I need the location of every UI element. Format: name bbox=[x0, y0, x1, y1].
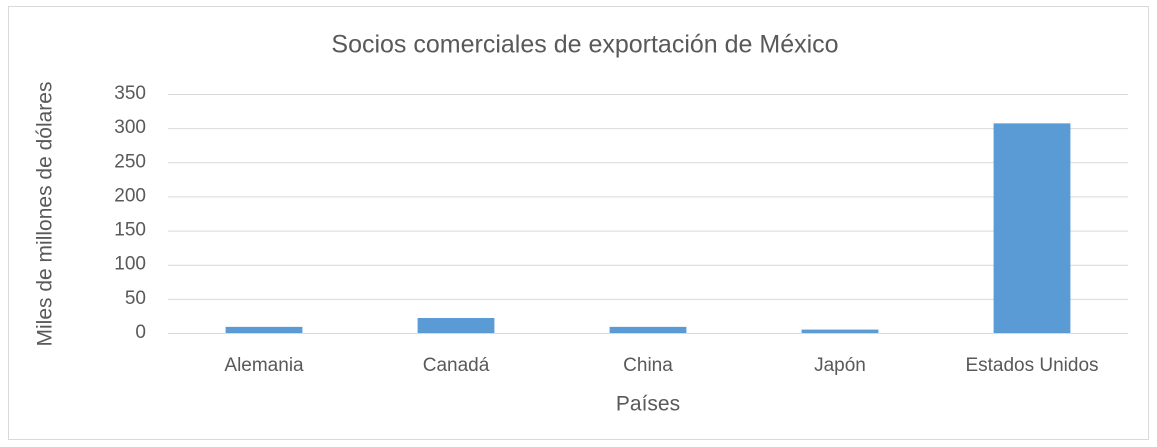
y-tick-label: 150 bbox=[114, 220, 146, 241]
bar bbox=[801, 329, 879, 333]
chart-border bbox=[8, 6, 1149, 440]
x-tick-label: China bbox=[623, 355, 673, 376]
y-tick-label: 300 bbox=[114, 117, 146, 138]
x-tick-label: Japón bbox=[814, 355, 866, 376]
x-axis-label: Países bbox=[616, 393, 680, 416]
x-tick-label: Canadá bbox=[423, 355, 490, 376]
x-tick-label: Estados Unidos bbox=[965, 355, 1098, 376]
y-tick-label: 0 bbox=[135, 322, 146, 343]
y-tick-label: 50 bbox=[125, 288, 146, 309]
y-tick-label: 350 bbox=[114, 83, 146, 104]
bar bbox=[417, 317, 495, 333]
y-tick-label: 200 bbox=[114, 185, 146, 206]
bar bbox=[225, 326, 303, 333]
y-tick-label: 250 bbox=[114, 151, 146, 172]
y-tick-label: 100 bbox=[114, 254, 146, 275]
bar bbox=[609, 326, 687, 333]
bar bbox=[993, 123, 1071, 333]
y-axis-label: Miles de millones de dólares bbox=[34, 82, 57, 347]
chart-title: Socios comerciales de exportación de Méx… bbox=[331, 31, 838, 59]
x-tick-label: Alemania bbox=[224, 355, 304, 376]
